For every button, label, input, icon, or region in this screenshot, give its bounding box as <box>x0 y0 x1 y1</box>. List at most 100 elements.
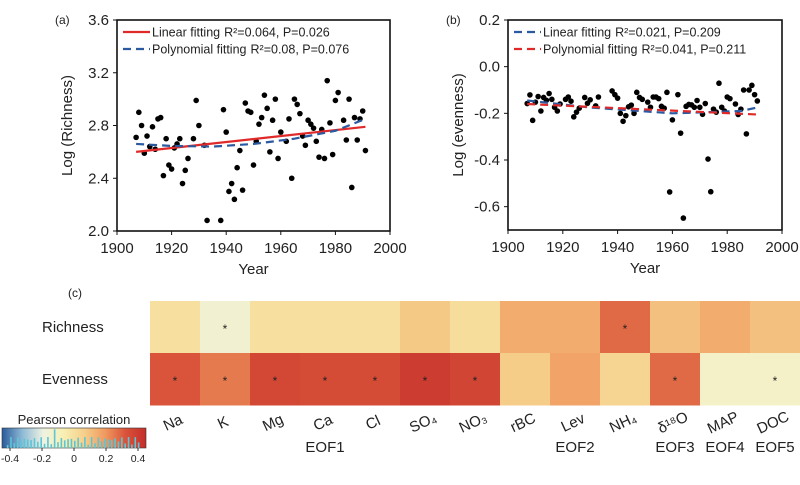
data-point <box>614 95 621 101</box>
data-point <box>275 155 281 162</box>
data-point <box>348 184 355 191</box>
column-label: SO₄ <box>407 409 439 436</box>
column-label: NO₃ <box>457 409 490 436</box>
y-tick-label: 3.2 <box>88 65 109 82</box>
histogram-bar <box>63 440 66 448</box>
data-point <box>256 121 262 127</box>
data-point <box>166 162 172 168</box>
data-point <box>237 147 243 154</box>
y-tick-label: 0.0 <box>479 59 500 76</box>
data-point <box>655 95 662 102</box>
data-point <box>697 104 703 111</box>
data-point <box>321 155 328 162</box>
data-point <box>286 116 292 122</box>
column-label: δ¹⁸O <box>655 409 691 438</box>
histogram-bar <box>13 442 16 448</box>
data-point <box>705 156 711 162</box>
data-point <box>570 114 577 120</box>
x-tick-label: 1940 <box>210 240 243 257</box>
data-point <box>239 187 246 193</box>
histogram-bar <box>87 444 90 448</box>
histogram-bar <box>124 443 126 448</box>
data-point <box>157 114 164 121</box>
data-point <box>751 91 758 98</box>
heatmap-cell <box>250 353 301 406</box>
histogram-bar <box>137 442 140 448</box>
significance-mark: * <box>673 374 678 388</box>
data-point <box>716 80 722 87</box>
panel-c-correlation-heatmap: (c) Richness * * Evenness * * * * * * * * * Na K Mg Ca Cl S… <box>1 286 800 465</box>
data-point <box>144 133 150 139</box>
heatmap-cell <box>650 353 701 406</box>
data-point <box>185 155 191 162</box>
histogram-bar <box>114 438 116 448</box>
column-label: NH₄ <box>607 409 639 436</box>
data-point <box>743 131 750 137</box>
histogram-bar <box>80 442 83 448</box>
histogram-bar <box>43 443 46 448</box>
data-point <box>691 104 698 111</box>
histogram-bar <box>57 442 59 448</box>
data-point <box>664 89 670 96</box>
heatmap-cell <box>450 353 501 406</box>
histogram-bar <box>30 440 32 448</box>
data-point <box>617 110 624 117</box>
data-point <box>666 189 673 195</box>
data-point <box>644 99 651 105</box>
column-label: rBC <box>508 410 539 436</box>
data-point <box>193 97 199 104</box>
data-point <box>631 110 637 117</box>
data-point <box>196 122 202 129</box>
column-label: DOC <box>754 408 792 438</box>
data-point <box>535 93 541 100</box>
significance-mark: * <box>223 322 228 336</box>
y-axis-label: Log (Richness) <box>59 75 76 176</box>
data-point <box>623 112 629 119</box>
data-point <box>554 108 561 114</box>
histogram-bar <box>104 438 106 448</box>
data-point <box>362 147 369 154</box>
heatmap-cell <box>650 301 701 354</box>
data-point <box>680 215 687 221</box>
data-point <box>694 97 700 104</box>
heatmap-cell <box>400 353 451 406</box>
data-point <box>732 101 739 107</box>
data-point <box>223 129 229 135</box>
data-point <box>297 110 303 117</box>
y-tick-label: 2.0 <box>88 223 109 240</box>
histogram-bar <box>90 437 93 448</box>
histogram-bar <box>74 440 76 448</box>
significance-mark: * <box>273 374 278 388</box>
y-tick-label: 0.2 <box>479 12 500 29</box>
column-label: Ca <box>311 411 336 435</box>
heatmap-cell <box>550 353 601 406</box>
data-point <box>269 117 276 124</box>
data-point <box>669 117 676 123</box>
legend-entry: Polynomial fitting R²=0.041, P=0.211 <box>543 43 746 57</box>
colorbar-title: Pearson correlation <box>18 412 131 427</box>
significance-mark: * <box>423 374 428 388</box>
group-label: EOF3 <box>655 439 694 456</box>
heatmap-cell <box>700 301 751 354</box>
histogram-bar <box>94 443 96 448</box>
legend-stats: R²=0.041, P=0.211 <box>642 43 747 57</box>
data-point <box>316 154 322 160</box>
significance-mark: * <box>223 374 228 388</box>
data-point <box>568 98 574 104</box>
data-point <box>633 89 640 96</box>
data-point <box>261 92 268 98</box>
data-point <box>746 87 752 93</box>
group-label: EOF4 <box>705 439 744 456</box>
heatmap-cell <box>400 301 451 354</box>
x-tick-label: 1940 <box>601 239 634 256</box>
data-point <box>204 217 210 224</box>
data-point <box>179 180 186 187</box>
significance-mark: * <box>623 322 628 336</box>
row-label: Richness <box>42 319 104 336</box>
histogram-bar <box>70 438 73 448</box>
legend-entry: Linear fitting R²=0.064, P=0.026 <box>152 26 330 40</box>
x-tick-label: 1960 <box>656 239 689 256</box>
data-point <box>620 118 626 125</box>
histogram-bar <box>77 437 79 448</box>
histogram-bar <box>23 438 26 448</box>
